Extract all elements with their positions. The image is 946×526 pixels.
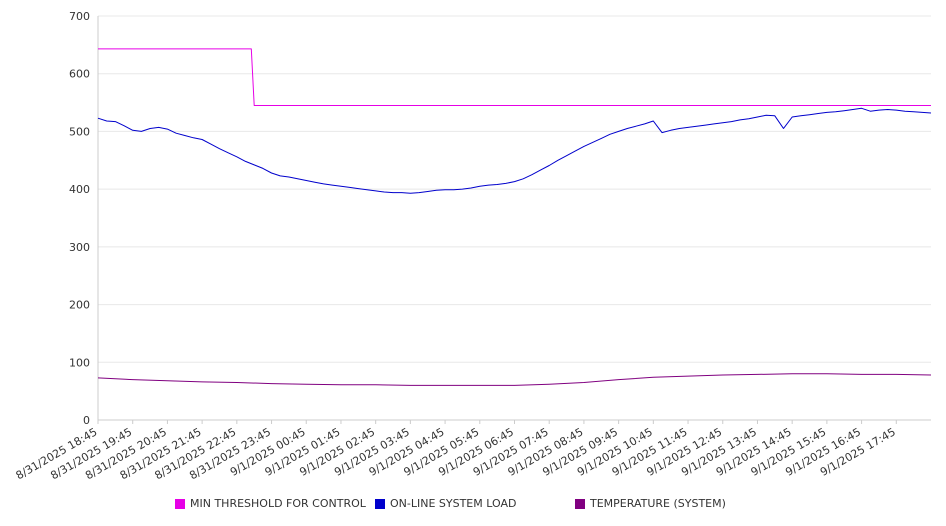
legend-swatch-system-load <box>375 498 385 509</box>
legend-item-temperature: TEMPERATURE (SYSTEM) <box>575 497 726 510</box>
y-axis-ticks: 0 100 200 300 400 500 600 700 <box>69 10 90 427</box>
y-tick-label: 200 <box>69 299 90 312</box>
legend-item-system-load: ON-LINE SYSTEM LOAD <box>375 497 516 510</box>
axes <box>97 16 931 424</box>
legend-label-system-load: ON-LINE SYSTEM LOAD <box>390 497 517 510</box>
series-min-threshold-line <box>98 48 931 106</box>
y-tick-label: 300 <box>69 241 90 254</box>
series-temperature-line <box>97 373 932 386</box>
series-lines <box>97 48 932 386</box>
legend-label-temperature: TEMPERATURE (SYSTEM) <box>590 497 726 510</box>
x-axis-ticks: 8/31/2025 18:458/31/2025 19:458/31/2025 … <box>14 425 898 482</box>
y-tick-label: 600 <box>69 68 90 81</box>
y-tick-label: 100 <box>69 356 90 369</box>
gridlines <box>98 15 931 363</box>
y-tick-label: 400 <box>69 183 90 196</box>
y-tick-label: 0 <box>83 414 90 427</box>
series-system-load-line <box>97 107 932 194</box>
chart-legend: MIN THRESHOLD FOR CONTROL ON-LINE SYSTEM… <box>0 497 946 515</box>
legend-swatch-temperature <box>575 498 585 509</box>
legend-swatch-min-threshold <box>175 498 185 509</box>
y-tick-label: 700 <box>69 10 90 23</box>
legend-label-min-threshold: MIN THRESHOLD FOR CONTROL <box>190 497 366 510</box>
legend-item-min-threshold: MIN THRESHOLD FOR CONTROL <box>175 497 366 510</box>
y-tick-label: 500 <box>69 125 90 138</box>
